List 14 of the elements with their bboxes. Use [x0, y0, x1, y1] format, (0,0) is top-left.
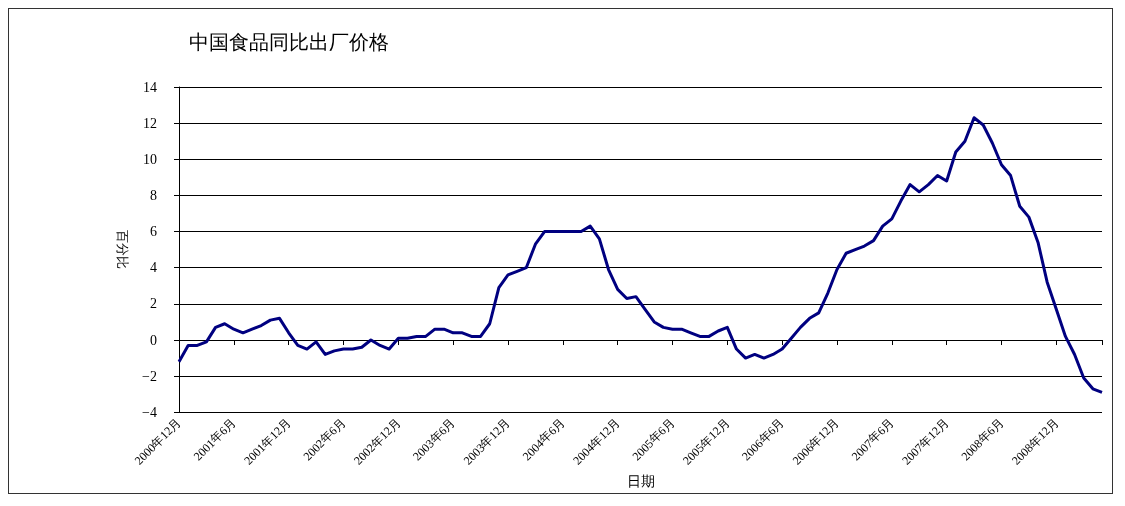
y-tick-label: 8 — [150, 187, 157, 203]
chart-title: 中国食品同比出厂价格 — [189, 31, 389, 53]
y-axis-title: 百分比 — [115, 230, 130, 270]
y-tick-label: 6 — [150, 224, 157, 240]
y-tick-label: 10 — [143, 151, 157, 167]
x-axis-title: 日期 — [626, 473, 655, 489]
y-tick-label: 14 — [143, 79, 157, 95]
y-tick-label: 0 — [150, 332, 157, 348]
y-tick-label: −2 — [142, 368, 157, 384]
y-tick-label: 4 — [150, 260, 157, 276]
line-series — [177, 116, 1104, 394]
y-tick-label: −4 — [142, 404, 157, 420]
y-tick-label: 2 — [150, 296, 157, 312]
y-tick-label: 12 — [143, 115, 157, 131]
